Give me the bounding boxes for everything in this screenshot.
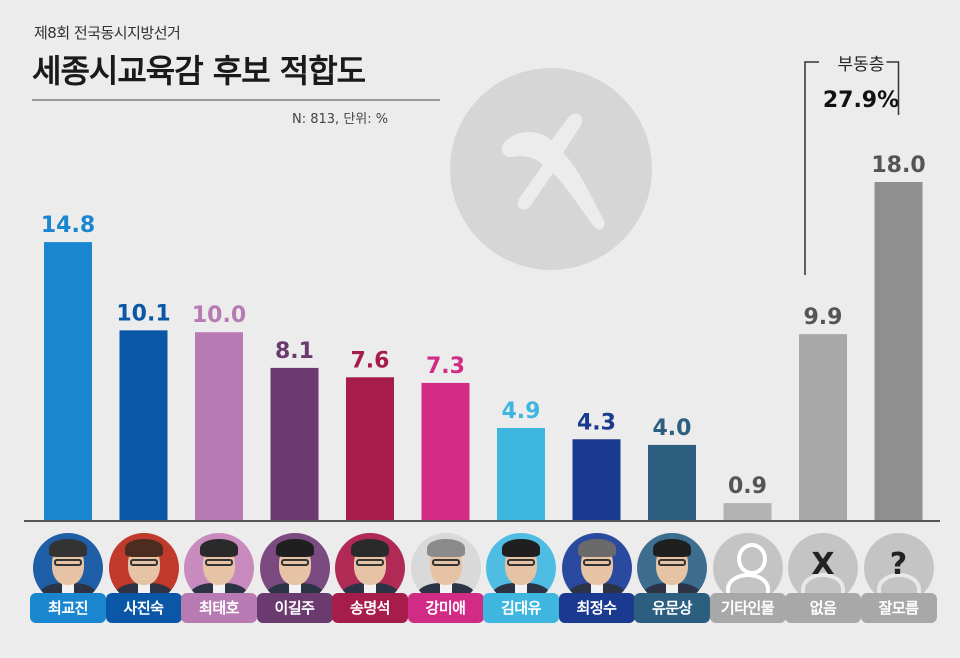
bar-최정수 <box>572 439 621 520</box>
candidate-photo <box>335 533 405 603</box>
candidate-최정수: 최정수 <box>558 533 635 623</box>
candidate-name-tag: 유문상 <box>634 593 710 623</box>
chart-subtitle: 제8회 전국동시지방선거 <box>34 24 181 42</box>
candidate-name-tag: 김대유 <box>483 593 559 623</box>
candidate-김대유: 김대유 <box>483 533 559 623</box>
floating-voters-label: 부동층 <box>837 55 885 75</box>
candidate-name-tag: 사진숙 <box>105 593 182 623</box>
placeholder-avatar-icon: ? <box>863 533 934 603</box>
candidate-송명석: 송명석 <box>332 533 408 623</box>
bar-잘모름 <box>874 182 923 520</box>
title-divider <box>32 99 440 101</box>
bar-김대유 <box>497 427 545 520</box>
candidate-name-tag: 강미애 <box>407 593 484 623</box>
value-label-강미애: 7.3 <box>426 354 465 379</box>
sample-note: N: 813, 단위: % <box>292 112 389 127</box>
watermark-logo-icon <box>450 68 652 270</box>
candidate-최태호: 최태호 <box>181 533 257 623</box>
floating-voters-value: 27.9% <box>822 88 900 113</box>
bar-사진숙 <box>119 330 168 520</box>
placeholder-avatar-icon: X <box>788 533 858 603</box>
candidate-name-tag: 최태호 <box>181 593 257 623</box>
candidate-유문상: 유문상 <box>634 533 710 623</box>
x-mark-icon: X <box>811 547 835 582</box>
candidate-이길주: 이길주 <box>256 533 333 623</box>
value-label-김대유: 4.9 <box>502 399 541 424</box>
chart-title: 세종시교육감 후보 적합도 <box>32 52 366 90</box>
bar-유문상 <box>648 444 696 520</box>
value-label-사진숙: 10.1 <box>116 301 170 326</box>
bar-강미애 <box>421 382 470 520</box>
candidate-강미애: 강미애 <box>407 533 484 623</box>
candidate-name-tag: 최교진 <box>30 593 106 623</box>
bar-이길주 <box>270 367 319 520</box>
value-label-송명석: 7.6 <box>351 348 390 373</box>
value-label-최교진: 14.8 <box>41 213 95 238</box>
placeholder-avatar-icon <box>712 533 783 603</box>
candidate-name-tag: 송명석 <box>332 593 408 623</box>
value-label-기타인물: 0.9 <box>728 474 767 499</box>
value-label-최정수: 4.3 <box>577 410 616 435</box>
question-mark-icon: ? <box>889 547 908 582</box>
candidate-name-tag: 잘모름 <box>860 593 937 623</box>
candidate-기타인물: 기타인물 <box>709 533 786 623</box>
candidate-잘모름: ? 잘모름 <box>860 533 937 623</box>
bar-기타인물 <box>723 503 772 520</box>
candidate-없음: X 없음 <box>785 533 861 623</box>
bar-송명석 <box>346 377 394 520</box>
candidate-name-tag: 최정수 <box>558 593 635 623</box>
candidate-최교진: 최교진 <box>30 533 106 623</box>
bar-최태호 <box>195 332 243 520</box>
value-label-잘모름: 18.0 <box>871 153 925 178</box>
candidate-photo <box>486 533 556 603</box>
candidate-name-tag: 이길주 <box>256 593 333 623</box>
bar-최교진 <box>44 242 92 521</box>
value-label-없음: 9.9 <box>804 305 843 330</box>
candidate-사진숙: 사진숙 <box>105 533 182 623</box>
candidate-name-tag: 없음 <box>785 593 861 623</box>
value-label-최태호: 10.0 <box>192 303 246 328</box>
bar-없음 <box>799 334 847 520</box>
candidate-name-tag: 기타인물 <box>709 593 786 623</box>
floating-voters-bracket <box>804 61 900 275</box>
value-label-이길주: 8.1 <box>275 339 314 364</box>
value-label-유문상: 4.0 <box>653 416 692 441</box>
